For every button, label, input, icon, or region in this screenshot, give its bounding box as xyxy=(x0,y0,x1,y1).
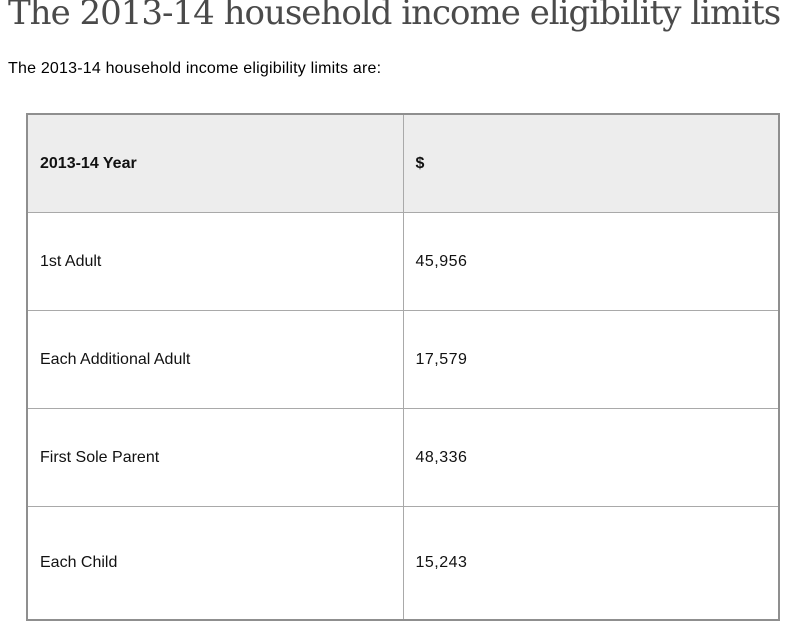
row-value: 45,956 xyxy=(402,212,780,311)
table-row: First Sole Parent 48,336 xyxy=(26,408,780,507)
income-limits-table: 2013-14 Year $ 1st Adult 45,956 Each Add… xyxy=(26,113,780,621)
column-header-year: 2013-14 Year xyxy=(26,113,404,213)
intro-text: The 2013-14 household income eligibility… xyxy=(8,60,382,77)
column-header-amount: $ xyxy=(402,113,780,213)
table-row: Each Additional Adult 17,579 xyxy=(26,310,780,409)
row-value: 15,243 xyxy=(402,506,780,621)
table-row: Each Child 15,243 xyxy=(26,506,780,621)
page-title: The 2013-14 household income eligibility… xyxy=(8,0,781,33)
row-label: First Sole Parent xyxy=(26,408,404,507)
row-value: 17,579 xyxy=(402,310,780,409)
row-value: 48,336 xyxy=(402,408,780,507)
table-header-row: 2013-14 Year $ xyxy=(26,113,780,213)
row-label: 1st Adult xyxy=(26,212,404,311)
row-label: Each Additional Adult xyxy=(26,310,404,409)
row-label: Each Child xyxy=(26,506,404,621)
table-row: 1st Adult 45,956 xyxy=(26,212,780,311)
